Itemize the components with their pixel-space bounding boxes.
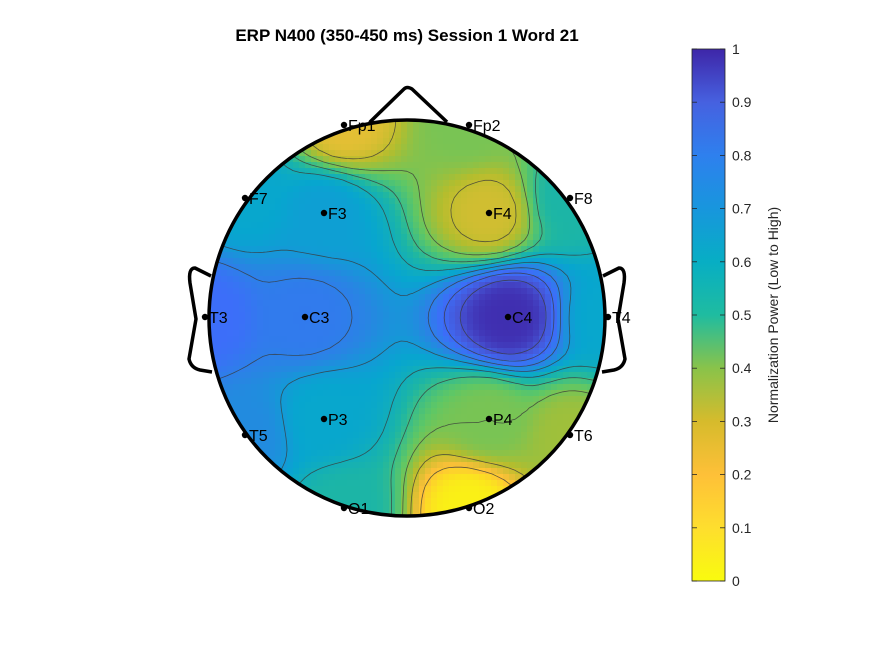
- electrode-p4: [485, 415, 493, 423]
- electrode-o2: [465, 504, 473, 512]
- electrode-f3: [320, 209, 328, 217]
- electrode-o1: [340, 504, 348, 512]
- electrode-label-f7: F7: [249, 191, 268, 208]
- electrode-t5: [241, 431, 249, 439]
- electrode-t4: [604, 313, 612, 321]
- colorbar: [691, 48, 726, 582]
- electrode-f4: [485, 209, 493, 217]
- colorbar-tick-label: 0.4: [732, 360, 752, 376]
- nose: [368, 85, 449, 124]
- colorbar-tick-label: 0.6: [732, 254, 752, 270]
- electrode-fp2: [465, 121, 473, 129]
- electrode-label-c3: C3: [309, 310, 330, 327]
- colorbar-tick-label: 0.3: [732, 413, 752, 429]
- colorbar-tick-label: 0.7: [732, 201, 752, 217]
- electrode-label-o2: O2: [473, 501, 494, 518]
- electrode-label-t4: T4: [612, 310, 631, 327]
- electrode-label-t6: T6: [574, 428, 593, 445]
- electrode-label-p4: P4: [493, 412, 513, 429]
- topo-map: [209, 120, 605, 516]
- electrode-label-t3: T3: [209, 310, 228, 327]
- electrode-fp1: [340, 121, 348, 129]
- electrode-c3: [301, 313, 309, 321]
- colorbar-tick-label: 0.8: [732, 147, 752, 163]
- electrode-f7: [241, 194, 249, 202]
- colorbar-tick-label: 0.5: [732, 307, 752, 323]
- colorbar-tick-label: 0: [732, 573, 740, 589]
- right-ear: [601, 266, 627, 374]
- electrodes: Fp1 Fp2 F7 F3 F4 F8 T3 C3 C4 T4 T5 P3 P4 T6 O1 O2: [201, 118, 631, 518]
- electrode-label-fp1: Fp1: [348, 118, 376, 135]
- contour-level: [209, 237, 572, 516]
- colorbar-ticks: 0 0.1 0.2 0.3 0.4 0.5 0.6 0.7 0.8 0.9 1: [692, 41, 752, 589]
- electrode-c4: [504, 313, 512, 321]
- colorbar-tick-label: 0.2: [732, 467, 752, 483]
- colorbar-tick-label: 0.1: [732, 520, 752, 536]
- colorbar-label: Normalization Power (Low to High): [765, 207, 781, 423]
- colorbar-tick-label: 1: [732, 41, 740, 57]
- electrode-label-f8: F8: [574, 191, 593, 208]
- electrode-f8: [566, 194, 574, 202]
- colorbar-tick-label: 0.9: [732, 94, 752, 110]
- contour-level: [209, 257, 561, 385]
- contour-lines: [209, 120, 605, 516]
- electrode-t6: [566, 431, 574, 439]
- electrode-label-c4: C4: [512, 310, 533, 327]
- contour-level: [443, 272, 555, 362]
- electrode-p3: [320, 415, 328, 423]
- electrode-label-f4: F4: [493, 206, 512, 223]
- electrode-label-p3: P3: [328, 412, 348, 429]
- chart-title: ERP N400 (350-450 ms) Session 1 Word 21: [235, 26, 578, 45]
- left-ear: [187, 266, 213, 374]
- electrode-t3: [201, 313, 209, 321]
- electrode-label-o1: O1: [348, 501, 369, 518]
- contour-level: [459, 279, 547, 355]
- electrode-label-t5: T5: [249, 428, 268, 445]
- electrode-label-f3: F3: [328, 206, 347, 223]
- electrode-label-fp2: Fp2: [473, 118, 501, 135]
